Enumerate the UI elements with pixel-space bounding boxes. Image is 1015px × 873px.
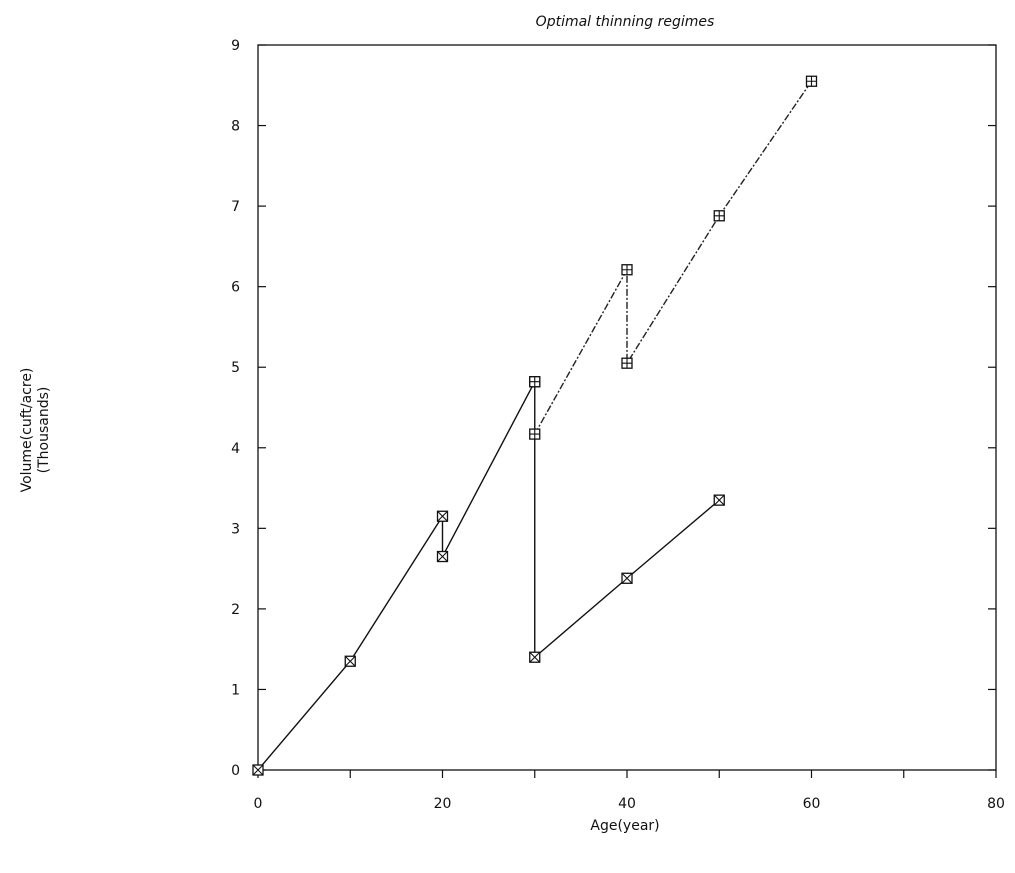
series-1-point-4-plus [714, 210, 725, 221]
y-tick-label-2: 2 [231, 602, 240, 618]
y-tick-label-8: 8 [231, 119, 240, 135]
plot-frame [257, 44, 997, 771]
series-1-point-3-plus [622, 358, 632, 369]
y-tick-label-6: 6 [231, 280, 240, 296]
x-axis-label: Age(year) [590, 818, 660, 834]
series-0-point-6-cross [621, 572, 633, 584]
y-tick-label-9: 9 [231, 38, 240, 54]
y-tick-label-0: 0 [231, 763, 240, 779]
chart-title: Optimal thinning regimes [535, 14, 715, 30]
series-0-line [257, 381, 720, 771]
series-1-point-2-plus [622, 264, 632, 275]
x-tick-label-1: 20 [434, 796, 452, 812]
x-tick-label-2: 40 [618, 796, 636, 812]
y-tick-label-7: 7 [231, 199, 240, 215]
series-1-line [534, 80, 813, 437]
x-tick-label-3: 60 [803, 796, 821, 812]
y-tick-label-1: 1 [231, 682, 240, 698]
series-0-point-5-cross [529, 651, 541, 663]
x-tick-label-4: 80 [987, 796, 1005, 812]
y-tick-label-5: 5 [231, 360, 240, 376]
series-0-point-1-cross [344, 655, 356, 667]
series-1-point-1-plus [529, 429, 540, 440]
series-1-point-0-plus [529, 376, 540, 387]
series-0-point-3-cross [437, 551, 448, 562]
y-tick-label-4: 4 [231, 441, 240, 457]
series-0-point-7-cross [713, 494, 725, 506]
series-1-point-5-plus [806, 76, 817, 87]
series-0-point-0-cross [252, 764, 264, 776]
series-0-point-2-cross [437, 510, 448, 522]
x-tick-label-0: 0 [254, 796, 263, 812]
y-tick-label-3: 3 [231, 521, 240, 537]
